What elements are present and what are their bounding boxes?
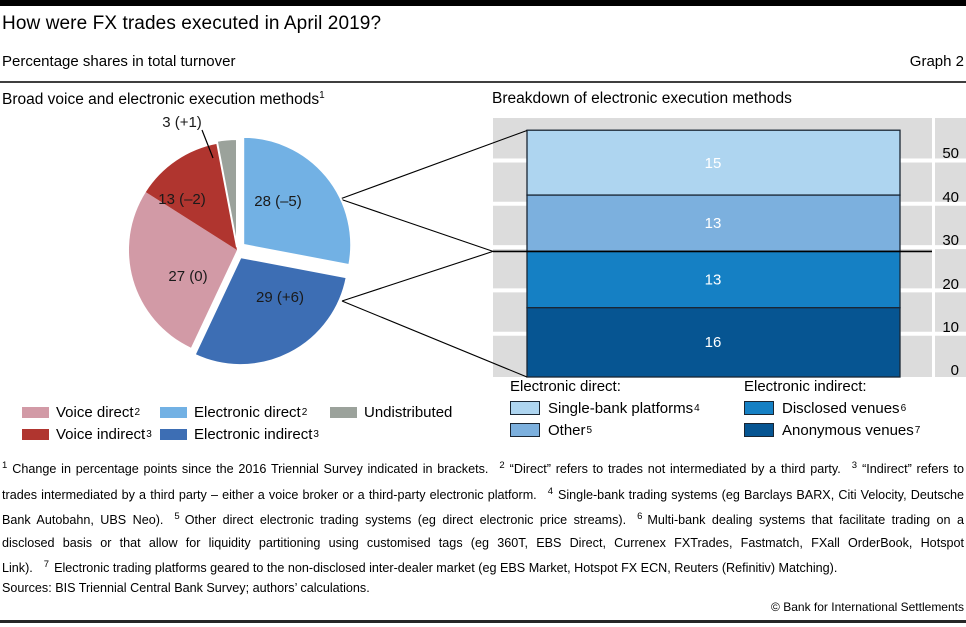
sources-line: Sources: BIS Triennial Central Bank Surv…: [2, 581, 370, 595]
y-axis-tick-labels: 50 40 30 20 10 0: [942, 145, 959, 379]
pie-slice-voice-direct: [128, 192, 237, 348]
electronic-indirect-swatch: [160, 428, 187, 440]
legend-item-anonymous-venues: Anonymous venues 7: [744, 422, 920, 439]
voice-direct-swatch: [22, 406, 49, 418]
undistributed-swatch: [330, 406, 357, 418]
electronic-direct-swatch: [160, 406, 187, 418]
ytick-30: 30: [942, 232, 959, 249]
ytick-40: 40: [942, 189, 959, 206]
legend-item-voice-indirect: Voice indirect 3: [22, 426, 152, 443]
bar-segment-single-bank-platforms: [526, 129, 901, 196]
anonymous-venues-swatch: [744, 423, 774, 437]
pie-label-voice-indirect: 13 (–2): [158, 191, 206, 208]
bar-label-disclosed: 13: [705, 272, 722, 289]
pie-panel-title-footnote-marker: 1: [319, 90, 325, 101]
pie-label-voice-direct: 27 (0): [168, 268, 207, 285]
ytick-20: 20: [942, 276, 959, 293]
voice-indirect-swatch: [22, 428, 49, 440]
chart-canvas: 15 13 13 16 50 40 30 20 10 0: [128, 114, 966, 379]
undistributed-leader-line: [201, 129, 214, 159]
header-divider: [0, 81, 966, 83]
pie-slice-voice-indirect: [145, 143, 237, 250]
legend-group-electronic-direct-title: Electronic direct:: [510, 378, 621, 395]
pie-slice-electronic-direct: [242, 135, 353, 267]
legend-item-electronic-direct: Electronic direct 2: [160, 404, 307, 421]
legend-item-disclosed-venues: Disclosed venues 6: [744, 400, 906, 417]
pie-label-electronic-direct: 28 (–5): [254, 193, 302, 210]
legend-item-electronic-indirect: Electronic indirect 3: [160, 426, 319, 443]
pie-slice-labels: 28 (–5) 29 (+6) 27 (0) 13 (–2) 3 (+1): [158, 114, 304, 306]
pie-label-undistributed: 3 (+1): [162, 114, 202, 131]
copyright-line: © Bank for International Settlements: [771, 600, 964, 614]
bottom-rule-bar: [0, 620, 966, 623]
bar-segment-disclosed-venues: [526, 250, 901, 309]
bar-label-single-bank: 15: [705, 155, 722, 172]
ytick-10: 10: [942, 319, 959, 336]
pie-bar-connector-lines: [339, 129, 528, 378]
bar-value-labels: 15 13 13 16: [705, 155, 722, 351]
legend-item-undistributed: Undistributed: [330, 404, 453, 421]
stacked-bar: [526, 129, 901, 378]
bar-panel-title: Breakdown of electronic execution method…: [492, 90, 792, 107]
graph-number-label: Graph 2: [909, 53, 964, 70]
pie-label-electronic-indirect: 29 (+6): [256, 289, 304, 306]
page-subtitle: Percentage shares in total turnover: [2, 53, 236, 70]
bar-segment-other: [526, 194, 901, 253]
top-rule-bar: [0, 0, 966, 6]
legend-item-single-bank-platforms: Single-bank platforms 4: [510, 400, 700, 417]
other-swatch: [510, 423, 540, 437]
pie-chart: [128, 129, 353, 367]
legend-item-voice-direct: Voice direct 2: [22, 404, 140, 421]
ytick-50: 50: [942, 145, 959, 162]
legend-item-other: Other 5: [510, 422, 592, 439]
page-title: How were FX trades executed in April 201…: [2, 13, 382, 34]
pie-slice-undistributed: [215, 137, 238, 248]
bar-segment-anonymous-venues: [526, 307, 901, 378]
footnotes: 1 Change in percentage points since the 2…: [2, 460, 965, 576]
ytick-0: 0: [951, 362, 959, 379]
disclosed-venues-swatch: [744, 401, 774, 415]
single-bank-platforms-swatch: [510, 401, 540, 415]
pie-slice-electronic-indirect: [193, 255, 348, 367]
legend-group-electronic-indirect-title: Electronic indirect:: [744, 378, 867, 395]
pie-panel-title: Broad voice and electronic execution met…: [2, 90, 325, 109]
bar-label-anonymous: 16: [705, 334, 722, 351]
bar-label-other: 13: [705, 215, 722, 232]
